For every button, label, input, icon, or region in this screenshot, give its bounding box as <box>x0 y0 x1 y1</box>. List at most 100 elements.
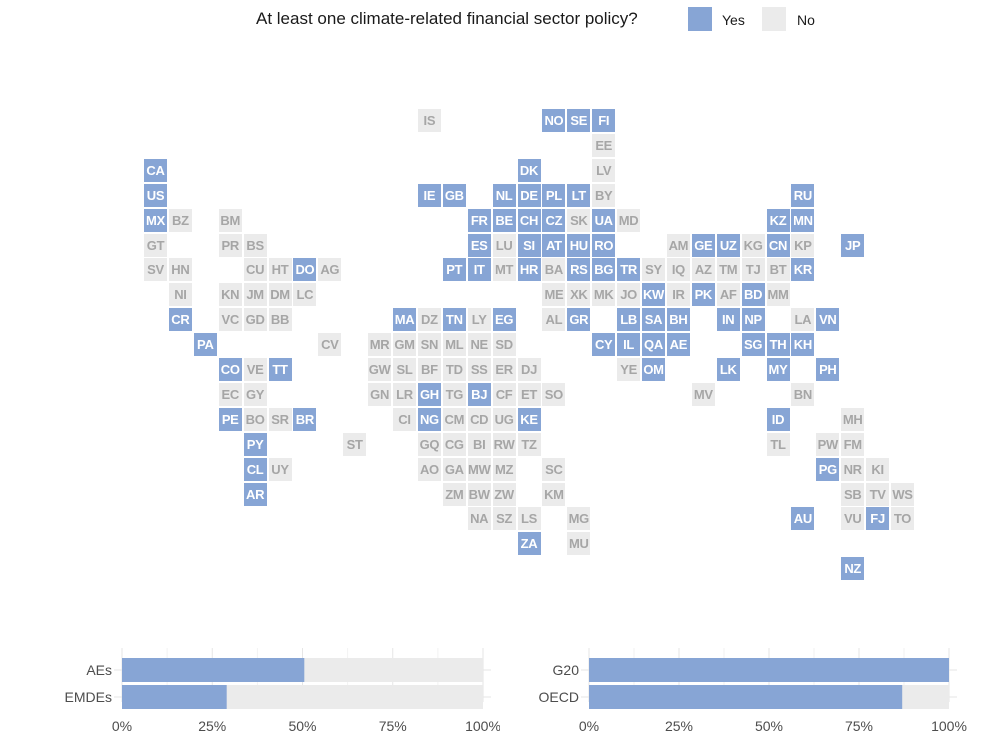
tile-sa: SA <box>642 308 665 332</box>
tile-kw: KW <box>642 283 665 307</box>
tile-ec: EC <box>218 382 242 406</box>
tile-bf: BF <box>417 358 441 381</box>
tile-so: SO <box>542 382 566 406</box>
tile-ba: BA <box>542 258 566 282</box>
tile-is: IS <box>417 109 441 132</box>
tile-me: ME <box>542 283 566 307</box>
tile-ke: KE <box>517 407 541 431</box>
tile-se: SE <box>567 109 591 132</box>
tile-pw: PW <box>816 432 840 456</box>
tile-td: TD <box>442 358 466 381</box>
tile-np: NP <box>741 308 765 332</box>
tile-et: ET <box>517 382 541 406</box>
tile-rw: RW <box>492 432 516 456</box>
tile-ge: GE <box>691 233 715 257</box>
tile-vu: VU <box>841 507 865 531</box>
tile-gh: GH <box>417 382 441 406</box>
tile-sr: SR <box>268 407 292 431</box>
tile-pt: PT <box>442 258 466 282</box>
tile-vn: VN <box>816 308 840 332</box>
tile-tl: TL <box>766 432 790 456</box>
tile-ru: RU <box>791 183 815 207</box>
tile-lu: LU <box>492 233 516 257</box>
tile-bh: BH <box>666 308 690 332</box>
tile-cr: CR <box>168 308 192 332</box>
right-xtick-label-3: 75% <box>845 718 873 734</box>
tile-xk: XK <box>567 283 591 307</box>
tile-lb: LB <box>617 308 641 332</box>
right-bar-g20 <box>589 658 949 682</box>
tile-sl: SL <box>393 358 416 381</box>
legend-label-yes: Yes <box>722 12 745 28</box>
tile-st: ST <box>343 432 367 456</box>
tile-hn: HN <box>168 258 192 282</box>
tile-kz: KZ <box>766 208 790 232</box>
tile-pe: PE <box>218 407 242 431</box>
tile-gn: GN <box>368 382 392 406</box>
tile-ki: KI <box>866 457 890 481</box>
tile-gb: GB <box>442 183 466 207</box>
tile-mk: MK <box>592 283 616 307</box>
tile-sz: SZ <box>492 507 516 531</box>
tile-fr: FR <box>467 208 491 232</box>
tile-cz: CZ <box>542 208 566 232</box>
tile-mg: MG <box>567 507 591 531</box>
tile-gd: GD <box>243 308 267 332</box>
tile-bw: BW <box>467 482 491 506</box>
tile-ch: CH <box>517 208 541 232</box>
tile-sy: SY <box>642 258 665 282</box>
right-xtick-label-2: 50% <box>755 718 783 734</box>
tile-lr: LR <box>393 382 416 406</box>
tile-bn: BN <box>791 382 815 406</box>
tile-jp: JP <box>841 233 865 257</box>
tile-ua: UA <box>592 208 616 232</box>
tile-lc: LC <box>293 283 317 307</box>
tile-bm: BM <box>218 208 242 232</box>
tile-au: AU <box>791 507 815 531</box>
tile-ag: AG <box>318 258 342 282</box>
tile-km: KM <box>542 482 566 506</box>
tile-ga: GA <box>442 457 466 481</box>
tile-ls: LS <box>517 507 541 531</box>
tile-cn: CN <box>766 233 790 257</box>
tile-lv: LV <box>592 158 616 182</box>
tile-om: OM <box>642 358 665 381</box>
tile-fj: FJ <box>866 507 890 531</box>
tile-hr: HR <box>517 258 541 282</box>
tile-il: IL <box>617 333 641 357</box>
right-category-label-oecd: OECD <box>539 689 579 705</box>
tile-lk: LK <box>716 358 740 381</box>
tile-cv: CV <box>318 333 342 357</box>
tile-nr: NR <box>841 457 865 481</box>
tile-bg: BG <box>592 258 616 282</box>
left-xtick-label-0: 0% <box>112 718 132 734</box>
tile-ee: EE <box>592 133 616 157</box>
tile-ro: RO <box>592 233 616 257</box>
tile-py: PY <box>243 432 267 456</box>
tile-cd: CD <box>467 407 491 431</box>
tile-by: BY <box>592 183 616 207</box>
tile-bj: BJ <box>467 382 491 406</box>
tile-pa: PA <box>193 333 217 357</box>
tile-md: MD <box>617 208 641 232</box>
tile-vc: VC <box>218 308 242 332</box>
tile-am: AM <box>666 233 690 257</box>
legend-title: At least one climate-related financial s… <box>256 9 638 28</box>
tile-uz: UZ <box>716 233 740 257</box>
right-category-label-g20: G20 <box>553 662 580 678</box>
tile-kh: KH <box>791 333 815 357</box>
tile-pk: PK <box>691 283 715 307</box>
left-xtick-label-4: 100% <box>465 718 500 734</box>
tile-tt: TT <box>268 358 292 381</box>
tile-bo: BO <box>243 407 267 431</box>
tile-ne: NE <box>467 333 491 357</box>
tile-bi: BI <box>467 432 491 456</box>
tile-co: CO <box>218 358 242 381</box>
tile-be: BE <box>492 208 516 232</box>
tile-sd: SD <box>492 333 516 357</box>
tile-uy: UY <box>268 457 292 481</box>
tile-gq: GQ <box>417 432 441 456</box>
tile-sk: SK <box>567 208 591 232</box>
legend-swatch-no <box>762 7 786 31</box>
